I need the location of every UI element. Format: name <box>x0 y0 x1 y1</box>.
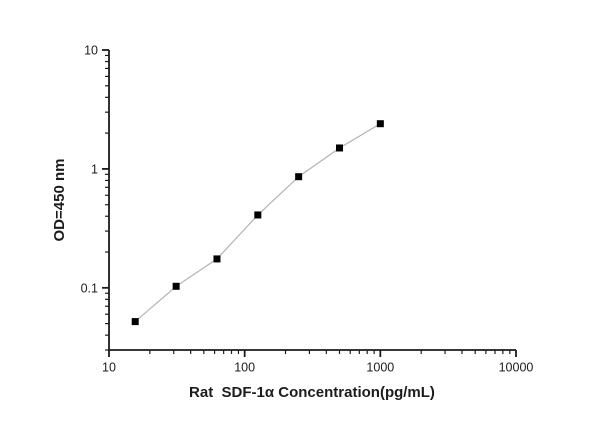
x-tick-label: 100 <box>234 361 255 375</box>
y-tick-label: 1 <box>91 162 98 176</box>
curve-line <box>134 123 381 323</box>
x-axis-title: Rat SDF-1α Concentration(pg/mL) <box>189 384 435 401</box>
data-point-marker <box>131 318 139 326</box>
y-tick-label: 10 <box>84 44 98 58</box>
data-point-marker <box>335 144 343 152</box>
axis-frame <box>108 50 516 351</box>
x-tick-label: 10000 <box>499 361 534 375</box>
tick-label-layer: 10 100 1000 10000 10 1 0.1 <box>81 44 534 375</box>
y-tick-label: 0.1 <box>81 281 98 295</box>
data-point-marker <box>213 255 221 263</box>
axis-layer <box>102 49 517 357</box>
y-axis-title: OD=450 nm <box>51 159 68 242</box>
x-tick-label: 10 <box>102 361 116 375</box>
series-layer <box>131 120 384 326</box>
data-point-marker <box>172 282 180 290</box>
data-point-marker <box>295 173 303 181</box>
data-point-marker <box>254 211 262 219</box>
x-tick-label: 1000 <box>366 361 394 375</box>
data-point-marker <box>376 120 384 128</box>
